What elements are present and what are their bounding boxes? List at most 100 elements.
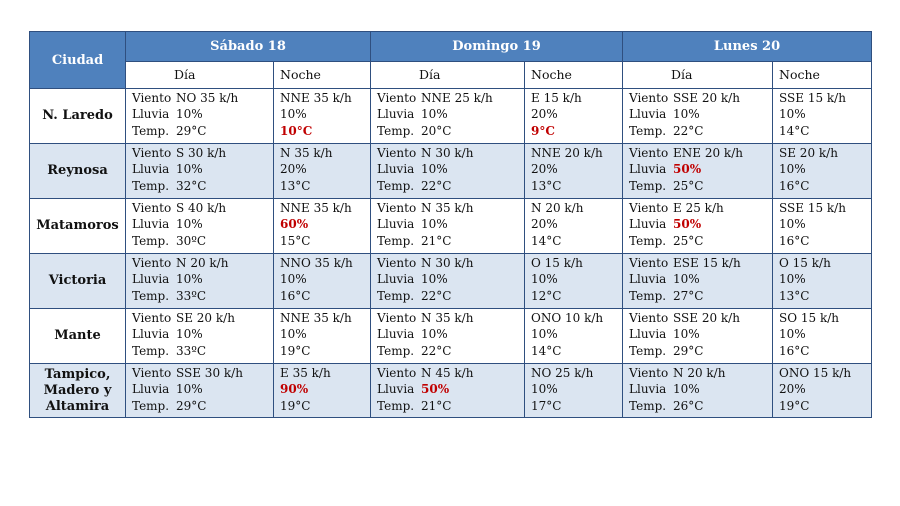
night-rain-value: 20% [531, 217, 558, 232]
day-temp-value: 25°C [673, 178, 704, 193]
day-rain-value: 10% [176, 217, 203, 232]
day-temp-value: 30ºC [176, 233, 207, 248]
day-wind-value: N 20 k/h [176, 256, 229, 270]
day-wind-value: SSE 20 k/h [673, 311, 740, 325]
day-wind-value: N 35 k/h [421, 201, 474, 215]
night-rain-value: 20% [531, 162, 558, 177]
forecast-table-container: Ciudad Sábado 18 Domingo 19 Lunes 20 Día… [29, 31, 873, 418]
table-row: Tampico, Madero y Altamira Viento SSE 30 k… [29, 363, 873, 418]
night-wind-value: E 15 k/h [531, 91, 582, 105]
day-rain-value: 50% [673, 162, 702, 177]
rain-label: Lluvia [132, 382, 170, 397]
night-temp-value: 13°C [779, 288, 810, 303]
day-temp-value: 21°C [421, 398, 452, 413]
night-temp-value: 19°C [779, 398, 810, 413]
night-temp-value: 14°C [779, 123, 810, 138]
night-rain-value: 10% [779, 272, 806, 287]
day-wind-value: N 45 k/h [421, 366, 474, 380]
night-forecast-cell: SSE 15 k/h 10% 14°C [772, 88, 873, 144]
rain-label: Lluvia [377, 272, 415, 287]
wind-label: Viento [377, 366, 417, 380]
temp-label: Temp. [629, 123, 667, 138]
night-rain-value: 10% [280, 272, 307, 287]
wind-label: Viento [132, 146, 172, 160]
rain-label: Lluvia [629, 217, 667, 232]
wind-label: Viento [132, 201, 172, 215]
wind-label: Viento [629, 91, 669, 105]
day-forecast-cell: Viento ESE 15 k/h Lluvia 10% Temp. 27°C [622, 253, 774, 309]
table-row: Mante Viento SE 20 k/h Lluvia 10% Temp. 33ºC NN… [29, 308, 873, 364]
day-wind-value: SSE 20 k/h [673, 91, 740, 105]
table-row: N. Laredo Viento NO 35 k/h Lluvia 10% Temp. 29… [29, 88, 873, 144]
night-wind-value: NNE 35 k/h [280, 201, 352, 215]
temp-label: Temp. [377, 288, 415, 303]
night-temp-value: 12°C [531, 288, 562, 303]
night-wind-value: NNE 35 k/h [280, 91, 352, 105]
day-rain-value: 10% [176, 382, 203, 397]
day-rain-value: 10% [421, 327, 448, 342]
temp-label: Temp. [629, 178, 667, 193]
night-forecast-cell: NNE 35 k/h 10% 19°C [272, 308, 372, 364]
night-temp-value: 15°C [280, 233, 311, 248]
night-wind-value: E 35 k/h [280, 366, 331, 380]
day-forecast-cell: Viento N 30 k/h Lluvia 10% Temp. 22°C [370, 253, 526, 309]
night-temp-value: 9°C [531, 123, 555, 138]
night-wind-value: NNO 35 k/h [280, 256, 353, 270]
wind-label: Viento [377, 146, 417, 160]
city-name: Reynosa [29, 143, 126, 199]
day-rain-value: 10% [421, 162, 448, 177]
city-name: N. Laredo [29, 88, 126, 144]
day-forecast-cell: Viento N 35 k/h Lluvia 10% Temp. 21°C [370, 198, 526, 254]
night-temp-value: 10°C [280, 123, 313, 138]
temp-label: Temp. [629, 343, 667, 358]
temp-label: Temp. [629, 288, 667, 303]
forecast-table: Ciudad Sábado 18 Domingo 19 Lunes 20 Día… [29, 31, 873, 418]
night-temp-value: 19°C [280, 398, 311, 413]
city-name: Tampico, Madero y Altamira [29, 363, 126, 418]
night-wind-value: SO 15 k/h [779, 311, 840, 325]
night-forecast-cell: NNE 35 k/h 10% 10°C [272, 88, 372, 144]
night-temp-value: 19°C [280, 343, 311, 358]
day-forecast-cell: Viento NO 35 k/h Lluvia 10% Temp. 29°C [125, 88, 274, 144]
forecast-body: N. Laredo Viento NO 35 k/h Lluvia 10% Temp. 29… [29, 88, 873, 418]
day-forecast-cell: Viento NNE 25 k/h Lluvia 10% Temp. 20°C [370, 88, 526, 144]
day-forecast-cell: Viento SE 20 k/h Lluvia 10% Temp. 33ºC [125, 308, 274, 364]
wind-label: Viento [132, 91, 172, 105]
rain-label: Lluvia [132, 107, 170, 122]
night-forecast-cell: O 15 k/h 10% 12°C [524, 253, 624, 309]
night-wind-value: NNE 20 k/h [531, 146, 603, 160]
day-forecast-cell: Viento SSE 20 k/h Lluvia 10% Temp. 22°C [622, 88, 774, 144]
wind-label: Viento [132, 366, 172, 380]
night-wind-value: SE 20 k/h [779, 146, 838, 160]
wind-label: Viento [377, 256, 417, 270]
wind-label: Viento [629, 201, 669, 215]
night-rain-value: 20% [779, 382, 806, 397]
rain-label: Lluvia [377, 162, 415, 177]
day-temp-value: 22°C [421, 343, 452, 358]
header-city: Ciudad [29, 31, 126, 89]
night-rain-value: 60% [280, 217, 309, 232]
day-forecast-cell: Viento N 35 k/h Lluvia 10% Temp. 22°C [370, 308, 526, 364]
rain-label: Lluvia [132, 217, 170, 232]
wind-label: Viento [629, 146, 669, 160]
night-forecast-cell: N 35 k/h 20% 13°C [272, 143, 372, 199]
day-temp-value: 29°C [176, 398, 207, 413]
day-temp-value: 33ºC [176, 288, 207, 303]
day-forecast-cell: Viento SSE 20 k/h Lluvia 10% Temp. 29°C [622, 308, 774, 364]
night-temp-value: 16°C [779, 178, 810, 193]
night-temp-value: 17°C [531, 398, 562, 413]
night-wind-value: SSE 15 k/h [779, 91, 846, 105]
night-rain-value: 10% [531, 272, 558, 287]
temp-label: Temp. [132, 233, 170, 248]
rain-label: Lluvia [377, 327, 415, 342]
night-forecast-cell: SSE 15 k/h 10% 16°C [772, 198, 873, 254]
wind-label: Viento [629, 311, 669, 325]
night-forecast-cell: ONO 10 k/h 10% 14°C [524, 308, 624, 364]
wind-label: Viento [377, 91, 417, 105]
day-forecast-cell: Viento N 45 k/h Lluvia 50% Temp. 21°C [370, 363, 526, 418]
day-rain-value: 10% [421, 217, 448, 232]
day-temp-value: 21°C [421, 233, 452, 248]
night-wind-value: O 15 k/h [531, 256, 583, 270]
rain-label: Lluvia [377, 217, 415, 232]
day-forecast-cell: Viento N 30 k/h Lluvia 10% Temp. 22°C [370, 143, 526, 199]
